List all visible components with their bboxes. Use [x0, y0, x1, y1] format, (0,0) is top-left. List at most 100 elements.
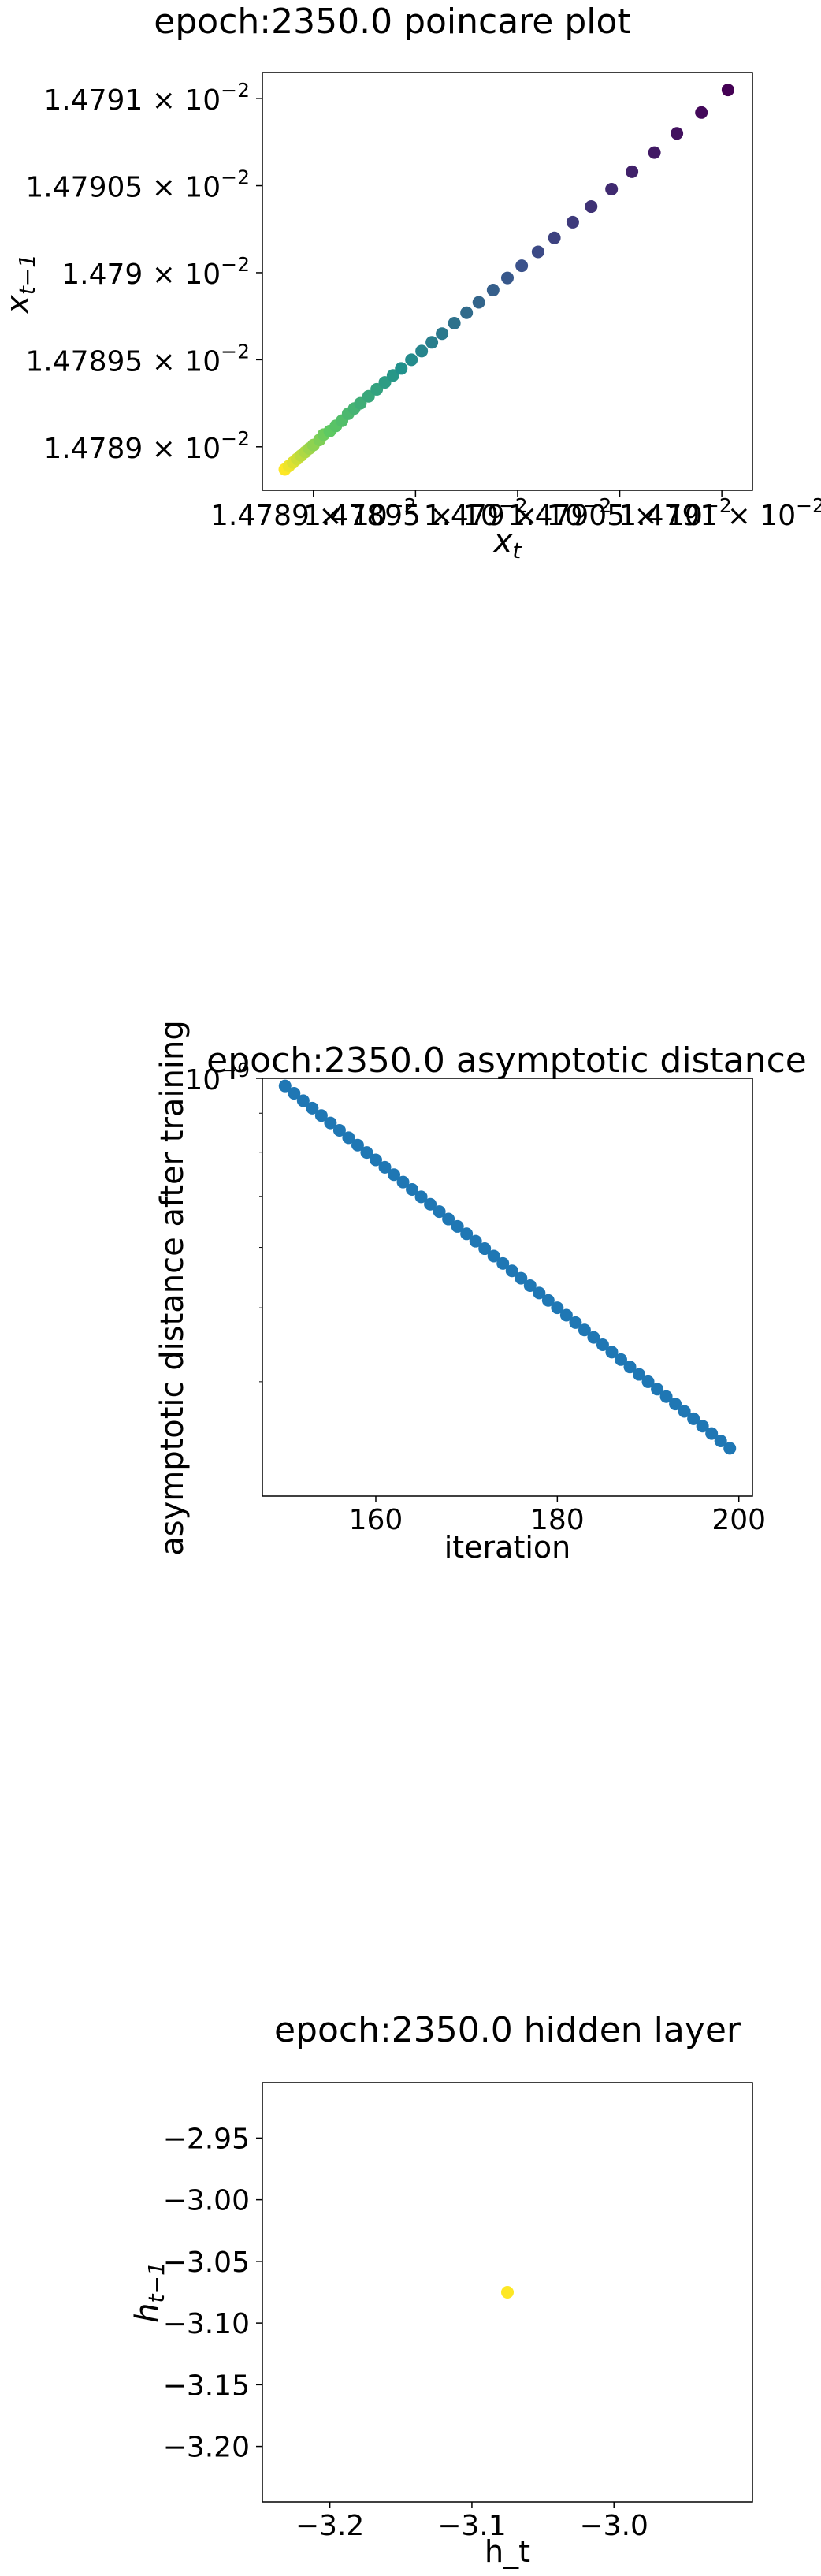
- hidden-layer-y-tick-label: −3.20: [163, 2432, 250, 2464]
- asymptotic-point: [587, 1331, 600, 1344]
- poincare-points: [278, 84, 734, 476]
- asymptotic-point: [605, 1346, 619, 1359]
- poincare-point: [460, 306, 474, 319]
- asymptotic-plot-frame: [262, 1078, 753, 1497]
- poincare-point: [436, 327, 449, 341]
- asymptotic-point: [705, 1427, 719, 1440]
- poincare-x-tick-label: 1.4791 × 10−2: [619, 494, 821, 532]
- hidden-layer-chart: epoch:2350.0 hidden layer −2.95 −3.00 −3.0…: [129, 2010, 753, 2569]
- asymptotic-point: [478, 1242, 492, 1256]
- hidden-layer-x-tick-label: −3.1: [437, 2510, 506, 2542]
- poincare-y-label-sub: t−1: [14, 254, 40, 295]
- poincare-x-label-sub: t: [512, 538, 522, 564]
- asymptotic-y-tick-exponent: −9: [221, 1059, 250, 1081]
- asymptotic-y-tick-label: 10−9: [184, 1059, 250, 1096]
- poincare-y-tick-label: 1.4791 × 10−2: [43, 79, 250, 117]
- poincare-x-ticks: 1.4789 × 10−21.47895 × 10−21.479 × 10−21…: [210, 490, 821, 532]
- poincare-x-label-base: x: [492, 523, 513, 560]
- asymptotic-point: [460, 1227, 474, 1241]
- asymptotic-point: [469, 1234, 482, 1248]
- asymptotic-point: [406, 1183, 419, 1197]
- asymptotic-point: [332, 1123, 346, 1137]
- poincare-point: [566, 215, 579, 229]
- asymptotic-point: [578, 1323, 591, 1337]
- poincare-x-label: xt: [492, 523, 522, 564]
- asymptotic-point: [278, 1079, 292, 1093]
- hidden-layer-y-label-sub: t−1: [143, 2261, 169, 2302]
- asymptotic-point: [424, 1197, 437, 1211]
- asymptotic-x-ticks: 160 180 200: [349, 1496, 766, 1536]
- hidden-layer-y-tick-label: −3.00: [163, 2185, 250, 2217]
- poincare-point: [415, 344, 429, 358]
- asymptotic-point: [696, 1420, 709, 1433]
- poincare-x-tick-exponent: −2: [796, 494, 821, 517]
- poincare-x-tick-label: 1.479 × 10−2: [424, 494, 612, 532]
- poincare-point: [486, 284, 500, 297]
- asymptotic-point: [442, 1212, 455, 1226]
- poincare-y-tick-label: 1.47895 × 10−2: [25, 340, 250, 378]
- poincare-point: [425, 336, 439, 349]
- asymptotic-point: [369, 1153, 382, 1167]
- asymptotic-point: [596, 1338, 609, 1352]
- poincare-point: [648, 146, 661, 159]
- hidden-layer-x-ticks: −3.2 −3.1 −3.0: [295, 2502, 648, 2542]
- asymptotic-point: [414, 1190, 428, 1204]
- poincare-x-tick-exponent: −2: [499, 494, 528, 517]
- poincare-point: [501, 271, 514, 285]
- asymptotic-point: [633, 1368, 646, 1381]
- asymptotic-points: [278, 1079, 737, 1455]
- asymptotic-point: [669, 1398, 682, 1411]
- asymptotic-point: [487, 1249, 500, 1263]
- hidden-layer-points: [501, 2286, 514, 2299]
- asymptotic-point: [342, 1131, 355, 1145]
- poincare-x-tick-exponent: −2: [388, 494, 417, 517]
- hidden-layer-y-tick-label: −3.10: [163, 2308, 250, 2340]
- poincare-point: [395, 362, 408, 375]
- poincare-x-tick-label: 1.4789 × 10−2: [210, 494, 417, 532]
- hidden-layer-y-tick-label: −3.05: [163, 2247, 250, 2279]
- asymptotic-point: [569, 1316, 582, 1329]
- poincare-y-label-base: x: [0, 295, 36, 315]
- asymptotic-point: [296, 1094, 310, 1107]
- asymptotic-point: [614, 1353, 627, 1366]
- poincare-y-tick-exponent: −2: [221, 340, 250, 363]
- poincare-y-tick-label: 1.47905 × 10−2: [25, 166, 250, 204]
- asymptotic-point: [687, 1412, 700, 1425]
- asymptotic-point: [360, 1146, 373, 1160]
- poincare-point: [605, 182, 619, 195]
- hidden-layer-title: epoch:2350.0 hidden layer: [274, 2010, 741, 2050]
- asymptotic-point: [659, 1390, 673, 1403]
- asymptotic-point: [623, 1361, 637, 1374]
- hidden-layer-y-label: ht−1: [129, 2261, 169, 2323]
- asymptotic-point: [533, 1286, 546, 1300]
- poincare-point: [472, 296, 485, 309]
- asymptotic-point: [388, 1168, 401, 1182]
- asymptotic-point: [496, 1256, 510, 1270]
- asymptotic-point: [641, 1375, 655, 1388]
- hidden-layer-y-label-base: h: [129, 2302, 165, 2322]
- poincare-x-tick-exponent: −2: [582, 494, 611, 517]
- asymptotic-chart: epoch:2350.0 asymptotic distance 10−9 16…: [154, 1020, 807, 1565]
- poincare-point: [695, 106, 708, 119]
- asymptotic-point: [678, 1405, 691, 1418]
- asymptotic-point: [515, 1271, 528, 1285]
- asymptotic-point: [433, 1205, 446, 1219]
- poincare-point: [448, 317, 461, 329]
- poincare-point: [531, 245, 544, 259]
- asymptotic-point: [723, 1442, 737, 1455]
- poincare-y-tick-exponent: −2: [221, 253, 250, 276]
- poincare-title: epoch:2350.0 poincare plot: [154, 2, 630, 42]
- asymptotic-point: [559, 1308, 573, 1322]
- hidden-layer-y-tick-label: −2.95: [163, 2123, 250, 2155]
- poincare-plot-frame: [262, 72, 753, 491]
- poincare-chart: epoch:2350.0 poincare plot 1.4789 × 10−2…: [0, 2, 821, 564]
- poincare-point: [585, 200, 598, 214]
- hidden-layer-plot-frame: [262, 2082, 753, 2503]
- hidden-layer-x-tick-label: −3.2: [295, 2510, 364, 2542]
- poincare-point: [671, 127, 684, 140]
- poincare-y-tick-label: 1.479 × 10−2: [61, 253, 250, 291]
- poincare-y-ticks: 1.4789 × 10−2 1.47895 × 10−2 1.479 × 10−2 1…: [25, 79, 262, 465]
- poincare-x-tick-exponent: −2: [703, 494, 732, 517]
- hidden-layer-point: [501, 2286, 514, 2299]
